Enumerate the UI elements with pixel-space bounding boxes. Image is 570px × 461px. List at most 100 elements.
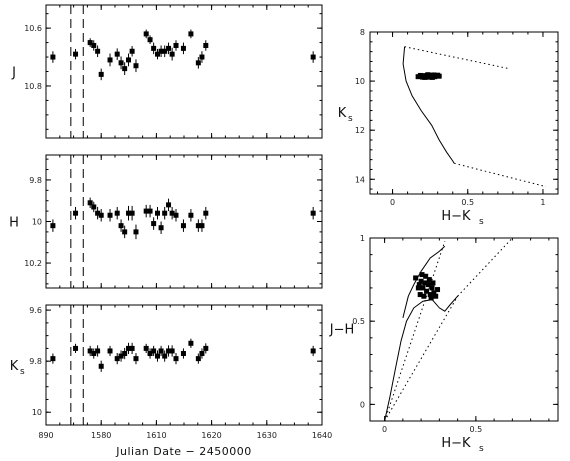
color-magnitude-ylabel-sub: s: [348, 114, 353, 124]
color-color-frame: [369, 237, 559, 422]
color-color-point: [421, 293, 427, 299]
color-magnitude-xlabel-sub: s: [479, 217, 484, 227]
color-color-point: [431, 290, 437, 296]
lc-H-point: [91, 204, 97, 210]
lc-H-point: [310, 210, 316, 216]
lc-H-point: [180, 223, 186, 229]
lc-Ks-point: [95, 348, 101, 354]
lc-J-point: [87, 40, 93, 46]
lc-J-point: [162, 48, 168, 54]
lc-J-point: [173, 42, 179, 48]
lc-xtick-label: 1610: [146, 431, 166, 440]
lc-H-ytick-label: 9.8: [29, 176, 42, 185]
lc-H-point: [73, 210, 79, 216]
lc-Ks-point: [188, 340, 194, 346]
lc-J-point: [129, 48, 135, 54]
lc-J-point: [147, 37, 153, 43]
lc-J-point: [155, 51, 161, 57]
color-magnitude-dotted-bound: [454, 162, 547, 188]
color-magnitude-ytick-label: 8: [360, 28, 365, 37]
color-color-xtick-label: 0.5: [469, 425, 482, 434]
lc-J-point: [169, 51, 175, 57]
lc-H-point: [98, 212, 104, 218]
lc-J-point: [166, 45, 172, 51]
lc-H-point: [158, 225, 164, 231]
lc-Ks-ylabel-sub: s: [20, 367, 25, 377]
lc-H-point: [143, 208, 149, 214]
color-color-ytick-label: 0: [360, 400, 365, 409]
lc-H-ylabel: H: [9, 216, 19, 231]
lc-J-point: [143, 31, 149, 37]
lc-xtick-label: 1580: [91, 431, 111, 440]
lc-H-point: [162, 210, 168, 216]
color-magnitude-track: [402, 46, 455, 164]
lc-xtick-label: 1640: [312, 431, 332, 440]
lc-xtick-label: 890: [38, 431, 53, 440]
color-color-point: [417, 292, 423, 298]
lc-H-point: [199, 223, 205, 229]
lc-Ks-point: [158, 348, 164, 354]
color-color-ylabel: J−H: [329, 323, 355, 338]
lc-H-point: [166, 202, 172, 208]
lc-H-point: [195, 223, 201, 229]
lc-Ks-point: [87, 348, 93, 354]
color-color-point: [429, 285, 435, 291]
lc-J-point: [95, 48, 101, 54]
lc-J-point: [107, 57, 113, 63]
lc-Ks-frame: [45, 304, 323, 426]
lc-Ks-point: [118, 353, 124, 359]
lc-J-point: [122, 66, 128, 72]
lc-H-point: [107, 212, 113, 218]
lc-H-point: [129, 210, 135, 216]
lc-H-point: [126, 210, 132, 216]
color-magnitude-xtick-label: 0.5: [461, 198, 474, 207]
color-color-point: [422, 280, 428, 286]
lc-J-point: [158, 48, 164, 54]
lc-Ks-point: [122, 351, 128, 357]
color-color-ytick-label: 0.5: [352, 317, 365, 326]
lc-H-point: [122, 229, 128, 235]
color-color-point: [426, 277, 432, 283]
lc-J-point: [203, 42, 209, 48]
lc-Ks-point: [73, 345, 79, 351]
lc-H-point: [169, 210, 175, 216]
color-color-xtick-label: 0: [382, 425, 387, 434]
color-color-point: [430, 280, 436, 286]
lc-H-point: [155, 210, 161, 216]
lc-H-point: [87, 200, 93, 206]
lc-H-frame: [45, 154, 323, 289]
lc-J-point: [98, 71, 104, 77]
color-magnitude-dotted-bound: [404, 46, 510, 70]
lc-J-point: [310, 54, 316, 60]
color-color-point: [415, 285, 421, 291]
lc-J-ylabel: J: [11, 66, 16, 81]
lc-Ks-point: [147, 351, 153, 357]
lc-Ks-ytick-label: 9.6: [29, 306, 42, 315]
lc-Ks-point: [162, 353, 168, 359]
lc-H-point: [151, 221, 157, 227]
lc-Ks-point: [126, 345, 132, 351]
color-color-dotted-bound: [457, 237, 513, 297]
color-magnitude-point: [429, 74, 435, 80]
color-magnitude-point: [425, 72, 431, 78]
lc-J-point: [180, 45, 186, 51]
color-magnitude-frame: [369, 31, 559, 195]
lc-J-point: [118, 60, 124, 66]
color-color-point: [428, 295, 434, 301]
lc-J-point: [91, 42, 97, 48]
color-magnitude-ylabel: K: [338, 106, 347, 121]
lc-J-point: [188, 31, 194, 37]
lc-J-point: [50, 54, 56, 60]
lc-Ks-point: [310, 348, 316, 354]
color-color-point: [419, 272, 425, 278]
lc-Ks-point: [155, 353, 161, 359]
lc-H-point: [118, 223, 124, 229]
lc-xlabel: Julian Date − 2450000: [115, 445, 252, 458]
lc-xtick-label: 1630: [257, 431, 277, 440]
lc-H-point: [114, 210, 120, 216]
lc-H-point: [50, 223, 56, 229]
lc-Ks-point: [98, 363, 104, 369]
color-color-point: [423, 273, 429, 279]
lc-J-point: [114, 51, 120, 57]
